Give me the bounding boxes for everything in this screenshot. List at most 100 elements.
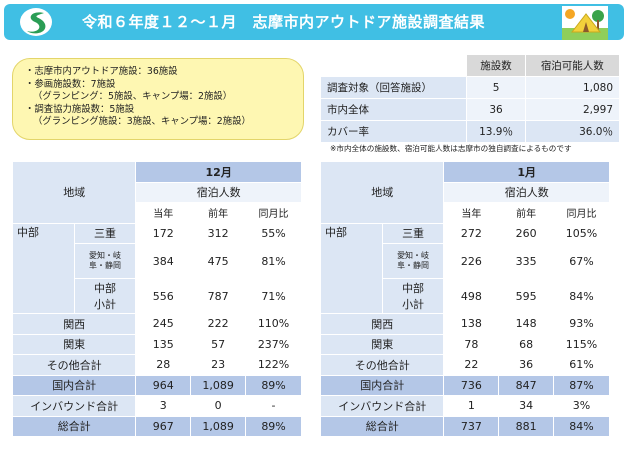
capacity-header: 宿泊可能人数 — [524, 54, 621, 77]
cell-prev: 148 — [498, 313, 555, 335]
note-line: （グランピング：5施設、キャンプ場：2施設） — [33, 91, 233, 102]
row-aichi-gifu-shizuoka: 愛知・岐 阜・静岡 — [381, 243, 445, 279]
col-prev: 前年 — [498, 202, 555, 224]
cell-prev: 0 — [190, 395, 247, 417]
cell-ratio: - — [245, 395, 302, 417]
december-guests-table: 地域 12月 宿泊人数 当年 前年 同月比 中部 三重 172 312 55% … — [11, 161, 302, 437]
note-line: ・参画施設数：7施設 — [25, 78, 116, 90]
cell-prev: 23 — [190, 354, 247, 376]
summary-row-label: カバー率 — [319, 120, 468, 143]
cell-ratio: 105% — [553, 222, 610, 244]
area-header: 地域 — [11, 161, 137, 224]
cell-prev: 335 — [498, 243, 555, 279]
row-label-part: 中部 — [94, 282, 117, 295]
cell-ratio: 122% — [245, 354, 302, 376]
january-guests-table: 地域 1月 宿泊人数 当年 前年 同月比 中部 三重 272 260 105% … — [319, 161, 610, 437]
area-header: 地域 — [319, 161, 445, 224]
shima-logo-icon — [20, 8, 52, 36]
col-ratio: 同月比 — [553, 202, 610, 224]
summary-capacity: 2,997 — [524, 98, 621, 121]
cell-prev: 34 — [498, 395, 555, 417]
row-label-part: 阜・静岡 — [397, 261, 430, 270]
cell-current: 135 — [135, 333, 192, 355]
cell-ratio: 61% — [553, 354, 610, 376]
facility-notes: ・志摩市内アウトドア施設：36施設 ・参画施設数：7施設 （グランピング：5施設… — [12, 58, 304, 140]
cell-ratio: 110% — [245, 313, 302, 335]
footnote: ※市内全体の施設数、宿泊可能人数は志摩市の独自調査によるものです — [330, 144, 572, 153]
cell-prev: 57 — [190, 333, 247, 355]
row-grand-total: 総合計 — [319, 415, 445, 437]
cell-current: 556 — [135, 278, 192, 314]
cell-ratio: 89% — [245, 415, 302, 437]
row-others: その他合計 — [11, 354, 137, 376]
guests-header: 宿泊人数 — [443, 181, 610, 203]
row-grand-total: 総合計 — [11, 415, 137, 437]
cell-prev: 1,089 — [190, 415, 247, 437]
row-domestic-total: 国内合計 — [11, 374, 137, 396]
row-chubu: 中部 — [12, 222, 75, 314]
cell-prev: 312 — [190, 222, 247, 244]
cell-ratio: 3% — [553, 395, 610, 417]
note-line: ・調査協力施設数：5施設 — [25, 103, 135, 115]
cell-current: 245 — [135, 313, 192, 335]
cell-ratio: 55% — [245, 222, 302, 244]
row-domestic-total: 国内合計 — [319, 374, 445, 396]
row-kanto: 関東 — [11, 333, 137, 355]
month-header: 1月 — [443, 161, 610, 183]
row-chubu-subtotal: 中部 小計 — [381, 278, 445, 314]
row-inbound-total: インバウンド合計 — [319, 395, 445, 417]
row-others: その他合計 — [319, 354, 445, 376]
cell-current: 272 — [443, 222, 500, 244]
summary-row-label: 調査対象（回答施設） — [319, 76, 468, 99]
glamping-tent-icon — [562, 6, 608, 40]
summary-facilities: 5 — [466, 76, 526, 99]
row-mie: 三重 — [73, 222, 137, 244]
cell-current: 172 — [135, 222, 192, 244]
col-current: 当年 — [443, 202, 500, 224]
row-kansai: 関西 — [11, 313, 137, 335]
row-label-part: 小計 — [402, 298, 425, 311]
row-kansai: 関西 — [319, 313, 445, 335]
row-label-part: 中部 — [402, 282, 425, 295]
row-inbound-total: インバウンド合計 — [11, 395, 137, 417]
cell-current: 22 — [443, 354, 500, 376]
cell-ratio: 115% — [553, 333, 610, 355]
cell-ratio: 84% — [553, 278, 610, 314]
row-mie: 三重 — [381, 222, 445, 244]
cell-ratio: 81% — [245, 243, 302, 279]
summary-capacity: 36.0％ — [524, 120, 621, 143]
cell-prev: 595 — [498, 278, 555, 314]
cell-ratio: 67% — [553, 243, 610, 279]
cell-current: 964 — [135, 374, 192, 396]
facilities-header: 施設数 — [466, 54, 526, 77]
cell-ratio: 93% — [553, 313, 610, 335]
guests-header: 宿泊人数 — [135, 181, 302, 203]
month-header: 12月 — [135, 161, 302, 183]
cell-current: 226 — [443, 243, 500, 279]
cell-current: 78 — [443, 333, 500, 355]
note-line: ・志摩市内アウトドア施設：36施設 — [25, 66, 178, 77]
col-current: 当年 — [135, 202, 192, 224]
row-label-part: 小計 — [94, 298, 117, 311]
row-label-part: 愛知・岐 — [89, 251, 122, 260]
cell-ratio: 84% — [553, 415, 610, 437]
cell-prev: 881 — [498, 415, 555, 437]
col-ratio: 同月比 — [245, 202, 302, 224]
row-label-part: 愛知・岐 — [397, 251, 430, 260]
blank-header — [319, 54, 468, 77]
summary-facilities: 13.9％ — [466, 120, 526, 143]
cell-prev: 36 — [498, 354, 555, 376]
row-aichi-gifu-shizuoka: 愛知・岐 阜・静岡 — [73, 243, 137, 279]
row-kanto: 関東 — [319, 333, 445, 355]
cell-current: 384 — [135, 243, 192, 279]
cell-current: 138 — [443, 313, 500, 335]
summary-facilities: 36 — [466, 98, 526, 121]
cell-prev: 260 — [498, 222, 555, 244]
cell-prev: 847 — [498, 374, 555, 396]
row-chubu: 中部 — [320, 222, 383, 314]
row-chubu-subtotal: 中部 小計 — [73, 278, 137, 314]
cell-current: 736 — [443, 374, 500, 396]
cell-current: 3 — [135, 395, 192, 417]
summary-capacity: 1,080 — [524, 76, 621, 99]
cell-prev: 787 — [190, 278, 247, 314]
